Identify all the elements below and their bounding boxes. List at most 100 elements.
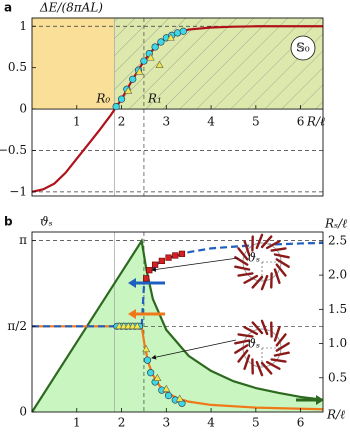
- frame: [31, 231, 324, 413]
- point: [152, 261, 159, 268]
- inset-spike: [234, 339, 251, 345]
- y2-tick-label: 2.0: [328, 268, 347, 282]
- x-axis-label: R/ℓ: [306, 115, 325, 129]
- inset-spike: [270, 247, 287, 252]
- point: [155, 60, 164, 68]
- inset-spike: [273, 268, 281, 284]
- point: [112, 102, 120, 111]
- inset-spike: [237, 333, 254, 338]
- inset-spike: [275, 342, 290, 352]
- inset-spike: [273, 253, 290, 259]
- y-tick-label: π/2: [7, 319, 27, 333]
- frame: [31, 17, 324, 197]
- inset-spike: [260, 361, 273, 375]
- point: [164, 392, 173, 400]
- inset-spike: [251, 275, 264, 289]
- pointer: [151, 339, 237, 360]
- point: [133, 321, 142, 330]
- hatch: [114, 18, 323, 110]
- y-tick-label: −1: [9, 184, 27, 198]
- curve: [32, 325, 324, 411]
- point: [143, 356, 152, 364]
- x-tick-label: 2: [118, 115, 126, 129]
- point: [135, 67, 144, 75]
- marker-label: R₁: [147, 92, 162, 106]
- inset-spike: [255, 233, 264, 250]
- inset-angle-label: ϑₛ: [247, 337, 260, 351]
- panel-label: a: [4, 1, 12, 15]
- x-tick-label: 4: [207, 416, 215, 430]
- x-tick-label: 5: [252, 115, 260, 129]
- panel-label: b: [4, 215, 13, 229]
- y-tick-label: π: [19, 233, 27, 247]
- inset-spike: [273, 351, 290, 357]
- inset-spike: [237, 247, 249, 261]
- inset-spike: [260, 274, 269, 291]
- inset-spike: [234, 256, 249, 266]
- inset-spike: [265, 240, 281, 250]
- point: [178, 250, 186, 257]
- inset-spike: [260, 319, 269, 336]
- x-tick-label: 4: [207, 115, 215, 129]
- y2-tick-label: 1.0: [328, 336, 347, 350]
- x-tick-label: 5: [252, 416, 260, 430]
- phase-label: 𝕊₀: [296, 41, 310, 55]
- y2-tick-label: 0.5: [328, 370, 347, 384]
- inset-spike: [260, 235, 273, 249]
- x-axis-label: R/ℓ: [326, 408, 345, 422]
- inset-spike: [243, 326, 259, 336]
- inset-spike: [234, 344, 249, 354]
- point: [157, 38, 165, 46]
- inset-spike: [243, 274, 259, 284]
- x-tick-label: 1: [73, 115, 81, 129]
- point: [151, 43, 159, 51]
- inset-spike: [237, 349, 249, 363]
- x-tick-label: 3: [162, 416, 170, 430]
- point: [158, 257, 165, 265]
- x-tick-label: 3: [162, 115, 170, 129]
- y-tick-label: 0.5: [8, 60, 27, 74]
- axis-arrow-head: [128, 309, 136, 319]
- point: [117, 95, 126, 103]
- x-tick-label: 2: [118, 416, 126, 430]
- point: [175, 394, 184, 402]
- phase-badge: [290, 35, 316, 61]
- area-fill: [32, 240, 323, 412]
- point: [142, 344, 151, 353]
- inset-spike: [255, 360, 264, 377]
- y-tick-label: 0: [19, 102, 27, 116]
- x-tick-label: 6: [297, 115, 305, 129]
- region: [32, 18, 115, 110]
- y2-tick-label: 1.5: [328, 302, 347, 316]
- inset-spike: [243, 354, 251, 370]
- x-tick-label: 6: [297, 416, 305, 430]
- point: [162, 384, 171, 392]
- point: [146, 53, 155, 61]
- inset: ϑₛ: [234, 233, 290, 291]
- y2-axis-label: Rₛ/ℓ: [324, 217, 347, 231]
- inset-spike: [275, 258, 290, 268]
- curve: [32, 241, 324, 328]
- inset-angle-label: ϑₛ: [247, 251, 260, 265]
- marker-label: R₀: [95, 92, 110, 106]
- point: [166, 33, 175, 41]
- y-axis-label: ΔE/(8πAL): [39, 1, 103, 15]
- point: [143, 275, 150, 282]
- point: [165, 254, 172, 261]
- y-axis-label: ϑₛ: [40, 215, 53, 229]
- inset-spike: [275, 333, 287, 347]
- inset-spike: [273, 326, 281, 342]
- point: [172, 252, 179, 259]
- point: [140, 57, 148, 65]
- point: [124, 86, 133, 94]
- point: [153, 373, 162, 381]
- y-tick-label: −0.5: [0, 143, 27, 157]
- inset-spike: [251, 321, 264, 335]
- x-tick-label: 1: [73, 416, 81, 430]
- point: [129, 75, 137, 83]
- y2-tick-label: 2.5: [328, 233, 347, 247]
- pointer: [151, 257, 239, 272]
- axis-arrow-head: [128, 278, 136, 288]
- inset-spike: [234, 265, 251, 271]
